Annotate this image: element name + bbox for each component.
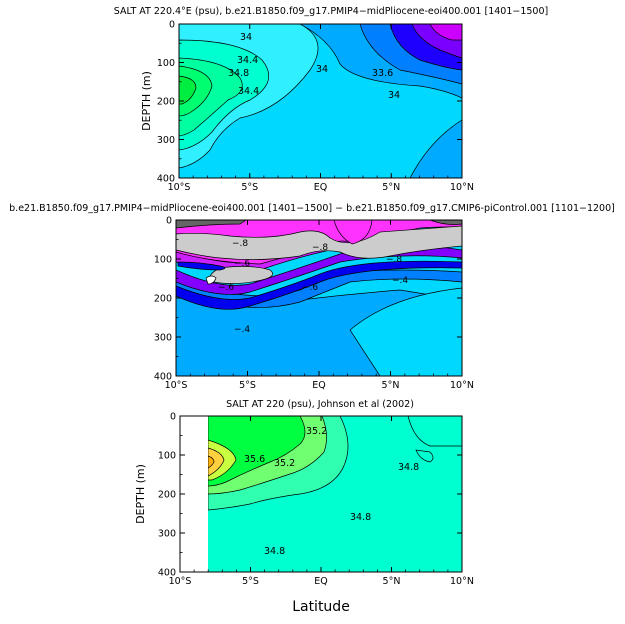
x-tick-label: EQ: [314, 182, 327, 193]
panel3-contour-label: 34.8: [350, 512, 371, 523]
panel1-title: SALT AT 220.4°E (psu), b.e21.B1850.f09_g…: [114, 6, 548, 17]
panel3-plot: 35.2 35.6 35.2 34.8 34.8 34.8: [179, 415, 463, 573]
y-tick-label: 0: [169, 20, 175, 31]
panel2-band-white: [205, 275, 217, 285]
panel3-band-low-2: [415, 449, 434, 463]
x-tick-label: 5°S: [242, 576, 259, 587]
panel2-title: b.e21.B1850.f09_g17.PMIP4−midPliocene-eo…: [9, 203, 615, 214]
x-tick-label: EQ: [314, 576, 327, 587]
y-tick-label: 100: [154, 255, 172, 266]
y-tick-label: 200: [157, 97, 175, 108]
panel3-title: SALT AT 220 (psu), Johnson et al (2002): [226, 399, 414, 410]
panel2-contour-label: −.6: [234, 259, 250, 269]
panel2-contour-label: −.6: [302, 283, 318, 293]
y-tick-label: 200: [154, 294, 172, 305]
panel2-contour-label: −.4: [392, 276, 408, 286]
x-tick-label: EQ: [312, 380, 325, 391]
x-tick-label: 10°S: [169, 576, 192, 587]
panel1-contour-label: 34.4: [237, 55, 258, 66]
panel1-contour-label: 34: [388, 90, 400, 101]
panel1-plot: 34 34.4 34.8 34.4 34 33.6 34: [178, 23, 463, 179]
panel2-contour-label: −.8: [232, 239, 248, 249]
panel2-band-pos-right: [429, 220, 462, 225]
panel1-contour-label: 34.8: [228, 68, 249, 79]
panel3-contour-label: 35.2: [274, 458, 295, 469]
panel3-xlabel: Latitude: [292, 599, 350, 615]
panel1-contour-label: 34.4: [238, 86, 259, 97]
y-tick-label: 100: [157, 58, 175, 69]
panel3-contour-label: 35.6: [244, 454, 265, 465]
x-tick-label: 5°S: [239, 380, 256, 391]
panel3-contour-label: 35.2: [306, 426, 327, 437]
y-tick-label: 300: [157, 135, 175, 146]
x-tick-label: 10°N: [450, 182, 474, 193]
y-tick-label: 100: [158, 451, 176, 462]
panel2-plot: −.8 −.6 −.6 −.8 −.6 −.8 −.4 −.4: [175, 219, 463, 377]
panel1-contour-label: 33.6: [372, 68, 393, 79]
panel2-band-neg: [176, 245, 462, 295]
panel2-contour-label: −.6: [218, 283, 234, 293]
x-tick-label: 10°S: [168, 182, 191, 193]
panel3-band-low: [407, 416, 462, 447]
x-tick-label: 5°N: [382, 380, 400, 391]
panel2-contour-label: −.4: [234, 325, 250, 335]
panel3-contour-label: 34.8: [398, 462, 419, 473]
x-tick-label: 10°S: [165, 380, 188, 391]
panel1-band-high: [179, 75, 197, 105]
panel2-band-pos-left: [176, 220, 247, 229]
panel2-contour-label: −.8: [312, 243, 328, 253]
x-tick-label: 10°N: [450, 576, 474, 587]
panel3-band-high: [208, 447, 225, 477]
y-tick-label: 300: [158, 529, 176, 540]
y-tick-label: 300: [154, 333, 172, 344]
y-tick-label: 0: [170, 412, 176, 423]
panel2-band-zero: [176, 225, 462, 260]
y-tick-label: 0: [166, 216, 172, 227]
y-tick-label: 200: [158, 490, 176, 501]
panel2-contour-label: −.8: [386, 255, 402, 265]
x-tick-label: 5°N: [382, 182, 400, 193]
panel2-contour-labels: −.8 −.6 −.6 −.8 −.6 −.8 −.4 −.4: [218, 239, 408, 335]
panel2-band-magenta-cap: [333, 220, 373, 245]
panel3-band-35-4: [208, 416, 306, 487]
panel3-contour-label: 34.8: [264, 546, 285, 557]
panel1-contour-labels: 34 34.4 34.8 34.4 34 33.6 34: [228, 32, 400, 101]
panel3-ylabel: DEPTH (m): [134, 464, 147, 524]
panel3-band-high-core: [208, 455, 215, 469]
x-tick-label: 5°S: [241, 182, 258, 193]
y-tick-label: 400: [158, 568, 176, 579]
panel1-band-magenta: [429, 24, 462, 41]
panel1-contour-label: 34: [316, 64, 328, 75]
panel3-contour-labels: 35.2 35.6 35.2 34.8 34.8 34.8: [244, 426, 419, 557]
panel2-band-neg-deep: [176, 260, 462, 310]
panel1-contour-label: 34: [240, 32, 252, 43]
panel2-band-light: [349, 287, 462, 376]
x-tick-label: 5°N: [383, 576, 401, 587]
panel1-ylabel: DEPTH (m): [140, 71, 153, 131]
y-tick-label: 400: [157, 174, 175, 185]
panel2-band-blue-bar: [177, 261, 226, 271]
x-tick-label: 10°N: [450, 380, 474, 391]
y-tick-label: 400: [154, 372, 172, 383]
